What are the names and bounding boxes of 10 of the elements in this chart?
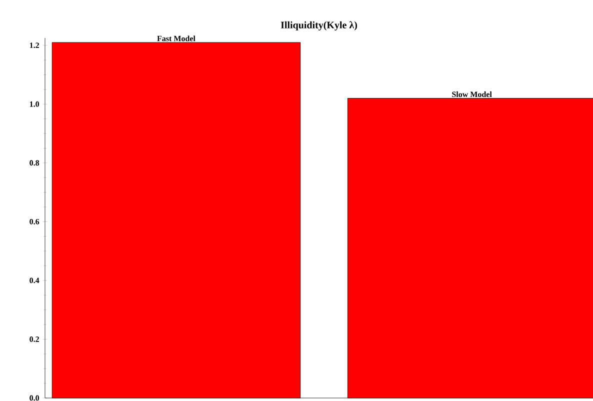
y-tick-label: 0.4	[30, 278, 40, 284]
y-tick-label: 0.2	[30, 336, 39, 342]
x-tick-label: Fast Model	[157, 36, 196, 42]
chart-title: Illiquidity(Kyle λ)	[280, 21, 357, 30]
y-tick-label: 0.6	[30, 218, 40, 224]
y-tick-label: 0.8	[30, 160, 40, 166]
x-tick-label: Slow Model	[452, 91, 492, 98]
y-tick-label: 1.0	[30, 101, 40, 107]
y-tick-label: 0.0	[30, 395, 40, 401]
y-tick-label: 1.2	[30, 42, 39, 48]
